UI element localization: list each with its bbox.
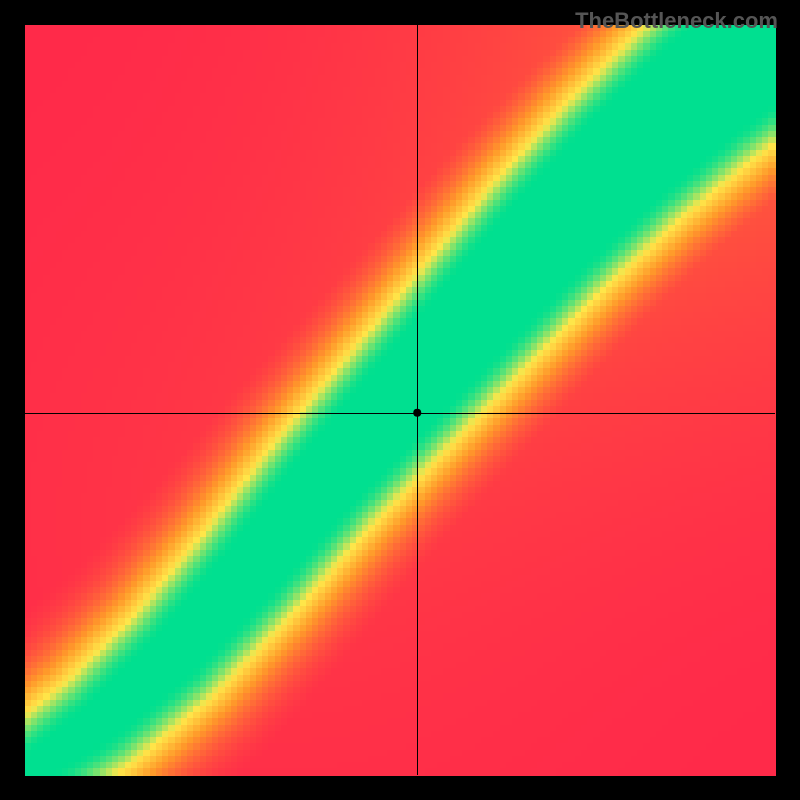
- chart-container: { "watermark": { "text": "TheBottleneck.…: [0, 0, 800, 800]
- bottleneck-heatmap: [0, 0, 800, 800]
- watermark-text: TheBottleneck.com: [575, 8, 778, 34]
